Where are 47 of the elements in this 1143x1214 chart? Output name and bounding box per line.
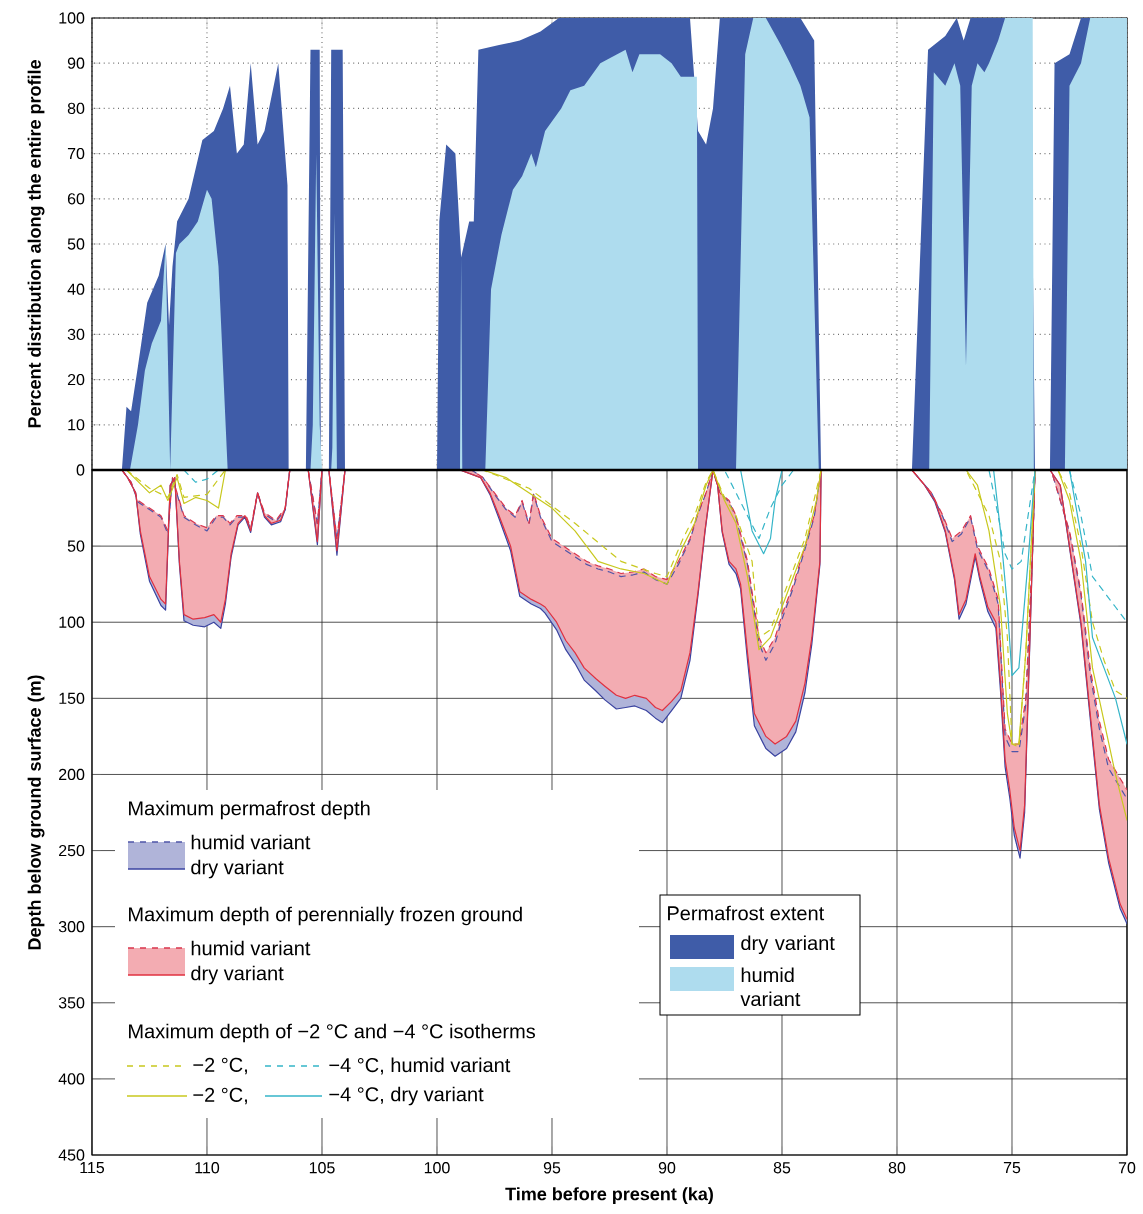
y-tick-label: 350 <box>58 997 85 1009</box>
legend-label: dry variant <box>741 935 835 955</box>
y-tick-label: 250 <box>59 844 85 857</box>
x-tick-label: 75 <box>1003 1162 1021 1174</box>
legend-label: humid variant <box>740 967 801 1007</box>
y-tick-label: 10 <box>68 419 85 431</box>
annotation: Maximum permafrost depth <box>129 800 370 820</box>
x-tick-label: 70 <box>1118 1162 1136 1174</box>
y-tick-label: 90 <box>67 57 85 69</box>
y-tick-label: 400 <box>58 1073 85 1085</box>
y-tick-label: 80 <box>67 102 85 115</box>
y-tick-label: 60 <box>67 193 85 205</box>
x-tick-label: 110 <box>195 1162 220 1174</box>
y-tick-label: 30 <box>67 328 85 341</box>
legend-label: −2 °C, <box>193 1057 247 1075</box>
y-tick-label: 20 <box>67 373 85 386</box>
x-tick-label: 90 <box>658 1162 676 1174</box>
y-tick-label: 450 <box>58 1149 85 1161</box>
y-tick-label: 100 <box>59 12 85 24</box>
y-tick-label: 50 <box>67 540 85 552</box>
annotation: Maximum depth of perennially frozen ground <box>129 906 522 926</box>
y-tick-label: 0 <box>76 464 85 476</box>
x-axis-title: Time before present (ka) <box>505 1187 713 1204</box>
x-tick-label: 80 <box>888 1162 906 1174</box>
y-tick-label: 40 <box>67 283 85 295</box>
legend-label: −4 °C, humid variant <box>329 1057 511 1075</box>
y-tick-label: 70 <box>67 147 85 160</box>
y-tick-label: 200 <box>59 768 85 781</box>
legend-label: humid variant <box>191 940 311 956</box>
y-tick-label: 50 <box>67 238 85 250</box>
legend-title: Permafrost extent <box>668 905 825 921</box>
y-tick-label: 150 <box>59 692 85 705</box>
legend-label: dry variant <box>191 965 284 985</box>
y-axis-title: Percent distribution along the entire profile <box>27 60 45 428</box>
y-axis-title: Depth below ground surface (m) <box>27 675 45 950</box>
legend-label: −4 °C, dry variant <box>329 1086 484 1106</box>
y-tick-label: 100 <box>59 616 85 628</box>
x-tick-label: 115 <box>80 1162 105 1174</box>
y-tick-label: 300 <box>58 921 85 933</box>
x-tick-label: 100 <box>424 1162 450 1174</box>
legend-label: −2 °C, <box>193 1087 247 1105</box>
x-tick-label: 85 <box>773 1162 791 1174</box>
x-tick-label: 105 <box>309 1162 335 1174</box>
legend-label: dry variant <box>191 859 284 879</box>
annotation: Maximum depth of −2 °C and −4 °C isotherms <box>129 1023 536 1043</box>
legend-label: humid variant <box>191 834 311 850</box>
x-tick-label: 95 <box>543 1162 561 1174</box>
